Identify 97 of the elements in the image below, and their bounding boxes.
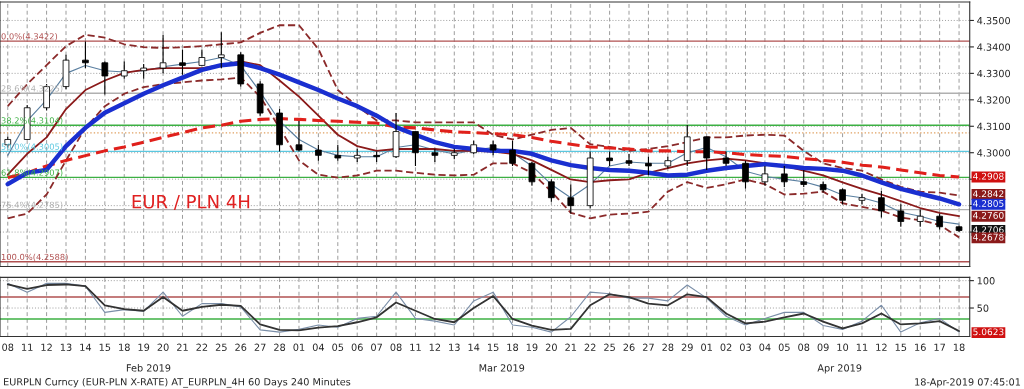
text: EURPLN Curncy (EUR-PLN X-RATE) AT_EURPLN_4H 60 Days 240 Minutes xyxy=(4,377,351,388)
x-tick-label: 15 xyxy=(895,343,907,351)
x-tick-label: 08 xyxy=(798,343,810,351)
text: Feb 2019 xyxy=(126,364,171,372)
x-tick-label: 08 xyxy=(390,343,402,351)
x-tick-label: 26 xyxy=(235,343,247,351)
candlestick xyxy=(703,136,710,171)
text: Mar 2019 xyxy=(479,364,525,372)
x-tick-label: 07 xyxy=(371,343,382,351)
x-tick-label: 18 xyxy=(119,343,130,351)
x-tick-label: 15 xyxy=(99,343,111,351)
x-tick-label: 22 xyxy=(584,343,596,351)
x-tick-label: 18 xyxy=(507,343,519,351)
x-tick-label: 10 xyxy=(837,343,849,351)
ref-line-label: 100.0%(4.2588) xyxy=(1,253,68,262)
x-tick-label: 06 xyxy=(351,343,363,351)
candlestick xyxy=(431,148,439,163)
annotation: 4.2805 xyxy=(973,200,1004,207)
x-tick-label: 14 xyxy=(80,343,92,351)
x-tick-label: 16 xyxy=(915,343,926,351)
x-tick-label: 02 xyxy=(720,343,732,351)
candlestick xyxy=(82,41,89,69)
candlestick xyxy=(101,60,109,96)
x-tick-label: 09 xyxy=(817,343,829,351)
candlestick xyxy=(722,150,730,167)
text: 18-Apr-2019 07:45:01 xyxy=(915,378,1021,388)
x-tick-label: 15 xyxy=(488,343,499,351)
y-tick-label: 4.3300 xyxy=(977,69,1011,78)
x-tick-label: 20 xyxy=(157,343,169,351)
candlestick xyxy=(742,160,749,189)
y-tick-label: 4.3500 xyxy=(977,16,1011,25)
candlestick xyxy=(217,31,225,69)
x-tick-label: 04 xyxy=(312,343,325,351)
candlestick xyxy=(567,183,575,215)
x-tick-label: 19 xyxy=(138,343,150,351)
x-tick-label: 05 xyxy=(332,343,344,351)
x-tick-label: 27 xyxy=(254,343,266,351)
candlestick xyxy=(179,49,186,76)
x-tick-label: 19 xyxy=(526,343,538,351)
ref-line-label: 76.4%(4.2785) xyxy=(1,201,63,209)
x-tick-label: 25 xyxy=(215,343,227,351)
x-tick-label: 01 xyxy=(293,343,305,351)
x-tick-label: 21 xyxy=(177,343,188,351)
x-tick-label: 03 xyxy=(739,343,751,351)
candlestick xyxy=(509,140,516,167)
y-tick-label: 100 xyxy=(977,277,995,285)
x-tick-label: 12 xyxy=(876,343,887,351)
x-tick-label: 13 xyxy=(449,343,460,351)
candlestick xyxy=(780,165,788,188)
x-tick-label: 04 xyxy=(759,343,771,351)
candlestick xyxy=(625,153,633,167)
candlestick xyxy=(761,165,769,187)
x-tick-label: 12 xyxy=(429,343,441,351)
y-tick-label: 4.3000 xyxy=(977,149,1011,157)
ref-line-label: 0.0%(4.3422) xyxy=(1,33,58,41)
annotation: 4.2842 xyxy=(973,190,1004,198)
candlestick xyxy=(412,131,419,167)
x-tick-label: 11 xyxy=(22,343,33,351)
x-tick-label: 20 xyxy=(545,343,557,351)
x-tick-label: 27 xyxy=(642,343,654,351)
x-tick-label: 17 xyxy=(934,343,945,351)
y-tick-label: 4.3400 xyxy=(977,43,1011,51)
y-tick-label: 4.3100 xyxy=(977,122,1011,131)
x-tick-label: 21 xyxy=(565,343,577,351)
text: Apr 2019 xyxy=(817,364,862,374)
candlestick xyxy=(548,178,555,203)
annotation: 4.2706 xyxy=(973,226,1004,234)
x-tick-label: 13 xyxy=(60,343,72,351)
candlestick xyxy=(858,193,866,205)
candlestick xyxy=(878,190,885,219)
annotation: 4.2678 xyxy=(973,233,1004,241)
candlestick xyxy=(683,124,691,167)
candlestick xyxy=(295,120,303,152)
x-tick-label: 14 xyxy=(468,343,480,351)
x-tick-label: 11 xyxy=(410,343,421,351)
x-tick-label: 11 xyxy=(856,343,868,351)
x-tick-label: 12 xyxy=(41,343,52,351)
x-tick-label: 28 xyxy=(274,343,286,351)
x-tick-label: 05 xyxy=(778,343,790,351)
candlestick xyxy=(645,156,652,176)
x-tick-label: 01 xyxy=(701,343,712,351)
x-tick-label: 26 xyxy=(623,343,635,351)
y-tick-label: 4.3200 xyxy=(977,96,1011,104)
x-tick-label: 18 xyxy=(953,343,965,351)
x-tick-label: 28 xyxy=(662,343,674,351)
annotation: EUR / PLN 4H xyxy=(132,195,250,210)
x-tick-label: 08 xyxy=(2,343,14,351)
annotation: 5.0623 xyxy=(973,328,1004,336)
annotation: 4.2760 xyxy=(973,212,1004,219)
candlestick xyxy=(528,161,536,187)
x-tick-label: 29 xyxy=(681,343,693,351)
candlestick xyxy=(159,34,167,74)
candlestick xyxy=(897,203,905,228)
x-tick-label: 22 xyxy=(196,343,208,351)
x-tick-label: 25 xyxy=(604,343,615,351)
annotation: 4.2908 xyxy=(973,172,1004,180)
y-tick-label: 50 xyxy=(977,304,989,312)
